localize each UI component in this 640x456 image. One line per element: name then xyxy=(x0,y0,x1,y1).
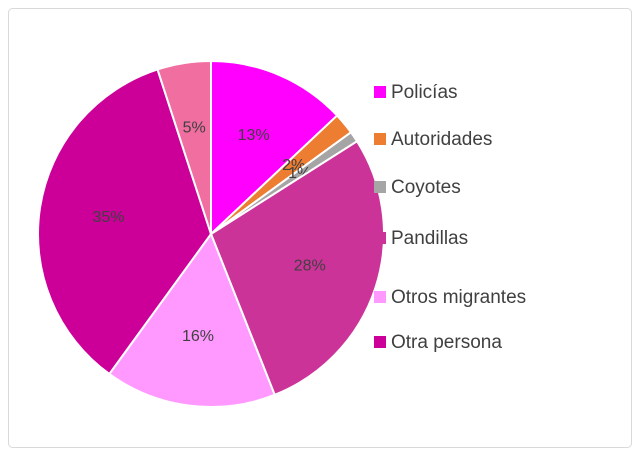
legend-label: Otros migrantes xyxy=(391,287,526,308)
pie-slice xyxy=(107,231,276,408)
legend-swatch xyxy=(374,86,386,98)
data-label: 13% xyxy=(238,127,270,144)
pie-slice xyxy=(210,59,339,237)
legend-swatch xyxy=(374,291,386,303)
legend-label: Autoridades xyxy=(391,129,492,150)
pie-slice xyxy=(209,139,385,397)
legend-swatch xyxy=(374,232,386,244)
pie-slice xyxy=(37,68,213,376)
data-label: 16% xyxy=(182,328,214,345)
data-label: 28% xyxy=(294,257,326,274)
pie-slice xyxy=(156,59,212,235)
legend-swatch xyxy=(374,336,386,348)
legend-swatch xyxy=(374,133,386,145)
data-label: 5% xyxy=(183,119,206,136)
legend-label: Pandillas xyxy=(391,228,468,249)
legend-label: Otra persona xyxy=(391,332,502,353)
legend-label: Policías xyxy=(391,82,458,103)
legend-swatch xyxy=(374,181,386,193)
legend-label: Coyotes xyxy=(391,177,461,198)
data-label: 35% xyxy=(92,209,124,226)
